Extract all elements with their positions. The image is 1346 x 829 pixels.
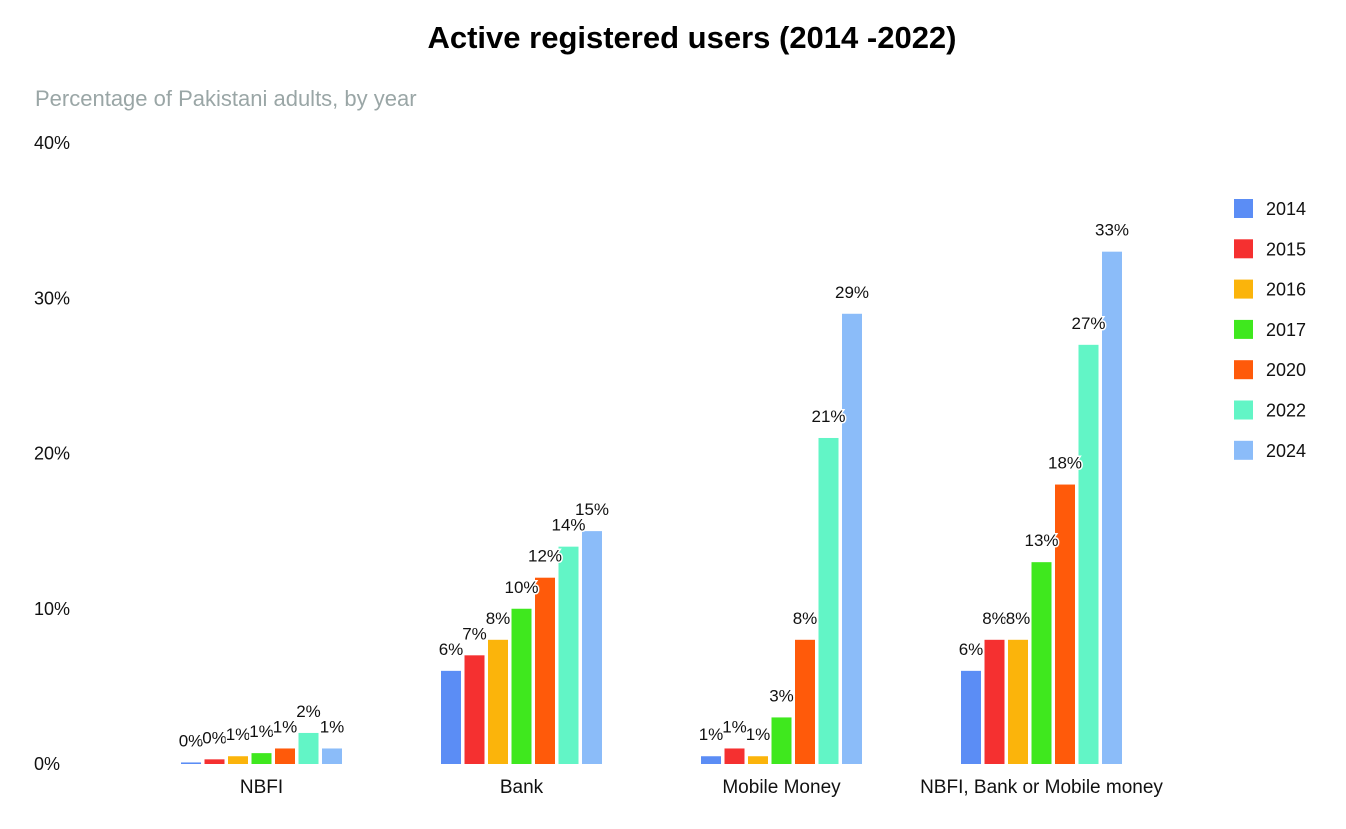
chart-subtitle: Percentage of Pakistani adults, by year: [35, 86, 417, 111]
y-tick-label: 0%: [34, 754, 60, 774]
bar: [771, 717, 792, 764]
legend-label: 2016: [1266, 280, 1306, 300]
bar: [1031, 562, 1052, 764]
y-tick-label: 10%: [34, 599, 70, 619]
bar: [181, 762, 201, 764]
bar: [582, 531, 602, 764]
data-label: 0%: [202, 728, 227, 747]
bar: [464, 655, 485, 764]
legend-swatch: [1234, 319, 1253, 339]
legend-label: 2022: [1266, 401, 1306, 421]
legend-swatch: [1234, 440, 1253, 460]
bar: [275, 748, 295, 764]
bar: [748, 756, 768, 764]
data-label: 14%: [551, 516, 585, 535]
data-label: 8%: [982, 609, 1007, 628]
legend-swatch: [1234, 400, 1253, 420]
bar: [1078, 344, 1099, 764]
bar: [251, 753, 272, 764]
bar: [535, 577, 555, 764]
bar: [1102, 251, 1122, 765]
bar: [1055, 484, 1075, 764]
data-label: 6%: [439, 640, 464, 659]
legend-label: 2017: [1266, 320, 1306, 340]
x-category-label: Bank: [500, 777, 544, 798]
bar: [818, 437, 839, 764]
bar: [795, 639, 815, 764]
bar: [961, 670, 981, 764]
legend-swatch: [1234, 239, 1253, 259]
data-label: 29%: [835, 283, 869, 302]
x-category-label: NBFI: [240, 777, 283, 798]
data-label: 3%: [769, 686, 794, 705]
data-label: 1%: [699, 725, 724, 744]
data-label: 2%: [296, 702, 321, 721]
data-label: 1%: [226, 725, 251, 744]
bar: [298, 732, 319, 764]
bar: [842, 313, 862, 764]
data-label: 33%: [1095, 221, 1129, 240]
data-label: 13%: [1024, 531, 1058, 550]
legend-swatch: [1234, 360, 1253, 380]
data-label: 7%: [462, 624, 487, 643]
x-category-label: Mobile Money: [722, 777, 841, 798]
data-label: 1%: [746, 725, 771, 744]
bar: [724, 748, 745, 764]
y-tick-label: 40%: [34, 133, 70, 153]
data-label: 6%: [959, 640, 984, 659]
data-label: 15%: [575, 500, 609, 519]
legend: 2014 2015 2016 2017 2020 2022 2024: [1234, 199, 1306, 461]
data-label: 1%: [273, 717, 298, 736]
bar: [984, 639, 1005, 764]
bar: [441, 670, 461, 764]
legend-label: 2014: [1266, 199, 1306, 219]
x-axis: NBFI Bank Mobile Money NBFI, Bank or Mobile…: [240, 777, 1164, 798]
data-label: 0%: [179, 731, 204, 750]
y-tick-label: 20%: [34, 444, 70, 464]
data-label: 8%: [793, 609, 818, 628]
bar: [511, 608, 532, 764]
legend-swatch: [1234, 279, 1253, 299]
x-category-label: NBFI, Bank or Mobile money: [920, 777, 1163, 798]
data-label: 1%: [249, 722, 274, 741]
data-label: 10%: [504, 578, 538, 597]
bar: [558, 546, 579, 764]
data-label: 27%: [1071, 314, 1105, 333]
bar: [701, 756, 721, 764]
bar: [228, 756, 248, 764]
data-label: 18%: [1048, 454, 1082, 473]
data-label: 1%: [722, 717, 747, 736]
bars-layer: [181, 251, 1122, 765]
bar: [322, 748, 342, 764]
legend-label: 2015: [1266, 239, 1306, 259]
data-labels-layer: 0%0%1%1%1%2%1%6%7%8%10%12%14%15%1%1%1%3%…: [177, 219, 1130, 752]
chart-title: Active registered users (2014 -2022): [427, 20, 957, 55]
bar: [488, 639, 508, 764]
data-label: 8%: [486, 609, 511, 628]
legend-swatch: [1234, 199, 1253, 218]
data-label: 1%: [320, 717, 345, 736]
bar: [1008, 639, 1028, 764]
data-label: 12%: [528, 547, 562, 566]
y-tick-label: 30%: [34, 288, 70, 308]
data-label: 21%: [811, 407, 845, 426]
data-label: 8%: [1006, 609, 1031, 628]
legend-label: 2024: [1266, 441, 1306, 461]
legend-label: 2020: [1266, 360, 1306, 380]
y-axis: 0% 10% 20% 30% 40%: [34, 133, 70, 774]
bar: [204, 759, 225, 764]
